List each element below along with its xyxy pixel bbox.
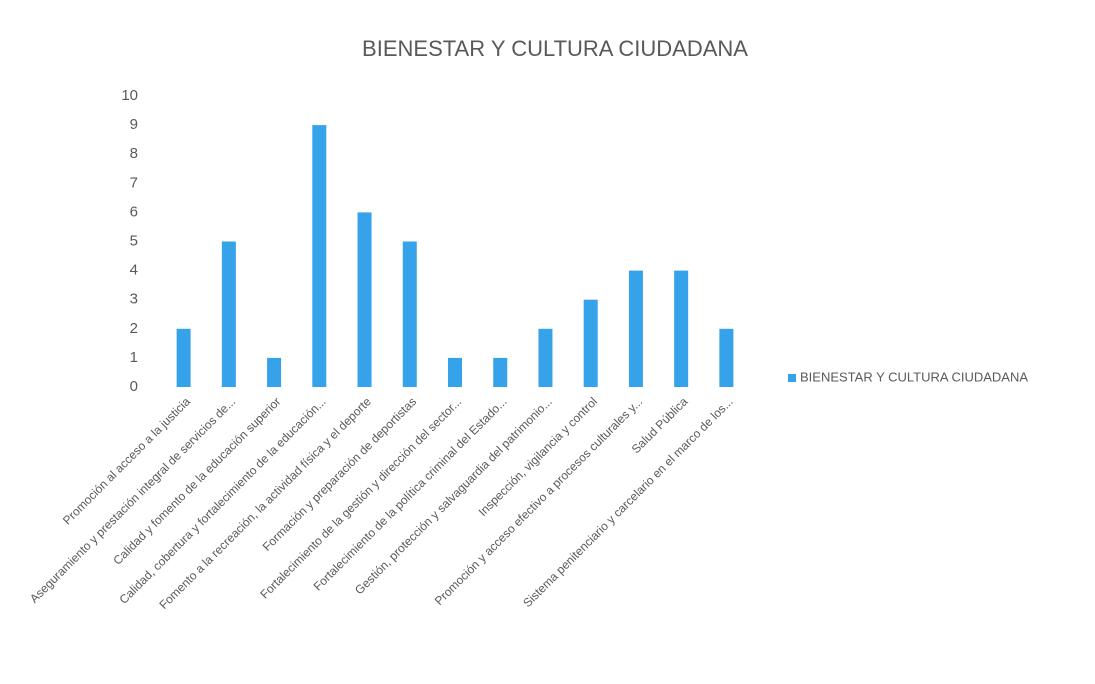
y-tick-label: 0 xyxy=(130,378,138,395)
bar xyxy=(176,328,191,387)
bar xyxy=(402,241,417,387)
bar xyxy=(267,357,282,387)
bar xyxy=(221,241,236,387)
y-tick-label: 4 xyxy=(130,262,138,279)
bar xyxy=(448,357,462,387)
bar xyxy=(493,357,508,387)
y-tick-label: 6 xyxy=(130,203,138,220)
y-tick-label: 7 xyxy=(130,174,138,191)
bar xyxy=(674,270,689,387)
y-tick-label: 2 xyxy=(130,320,138,337)
y-tick-label: 3 xyxy=(130,291,138,308)
y-tick-label: 10 xyxy=(121,87,138,104)
bar xyxy=(357,212,372,387)
y-tick-label: 9 xyxy=(130,116,138,133)
y-tick-label: 1 xyxy=(130,349,138,366)
bar xyxy=(719,328,734,387)
bar xyxy=(628,270,643,387)
bar xyxy=(312,125,327,387)
chart-title: BIENESTAR Y CULTURA CIUDADANA xyxy=(362,36,748,61)
y-tick-label: 5 xyxy=(130,232,138,249)
legend-label: BIENESTAR Y CULTURA CIUDADANA xyxy=(800,369,1028,384)
y-tick-label: 8 xyxy=(130,145,138,162)
bar xyxy=(538,328,553,387)
bar xyxy=(583,299,598,387)
legend-swatch xyxy=(788,374,796,382)
